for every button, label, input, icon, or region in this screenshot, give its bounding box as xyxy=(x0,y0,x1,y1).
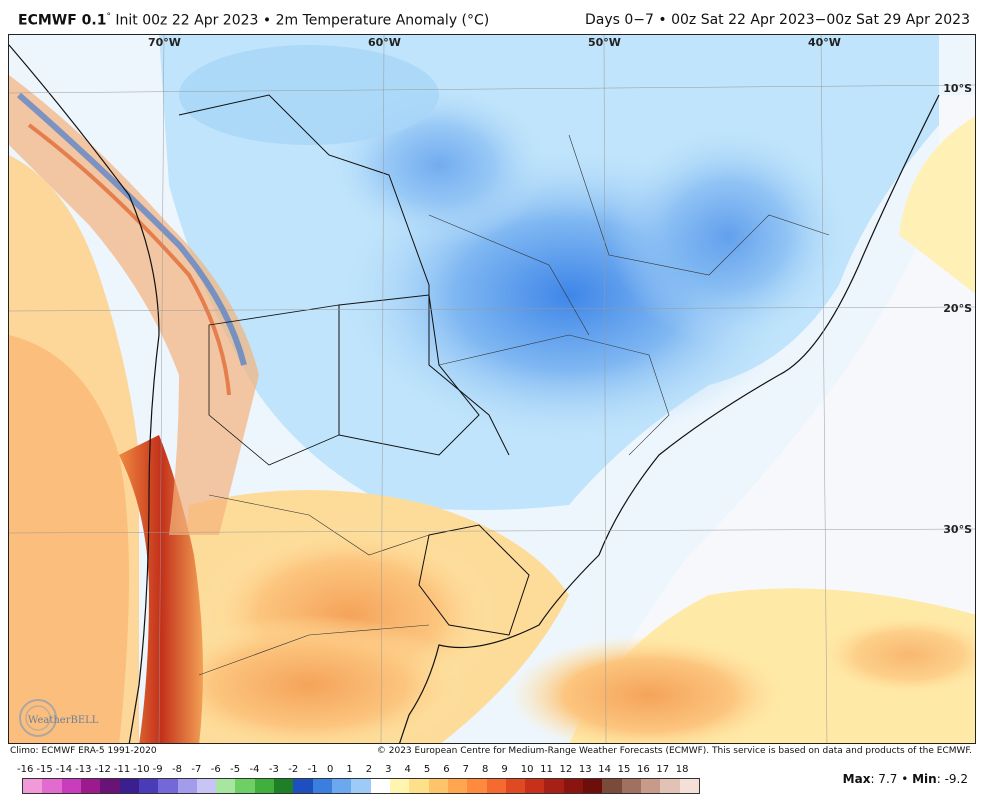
max-value: : 7.7 • xyxy=(870,772,913,786)
colorbar-swatch xyxy=(641,779,661,793)
colorbar-tick-label: -10 xyxy=(133,764,150,775)
colorbar-tick-label: -15 xyxy=(36,764,53,775)
colorbar-tick-label: 11 xyxy=(540,764,553,775)
colorbar-swatch xyxy=(61,779,81,793)
colorbar-swatch xyxy=(679,779,699,793)
max-min-readout: Max: 7.7 • Min: -9.2 xyxy=(843,772,968,786)
colorbar-swatch xyxy=(158,779,178,793)
colorbar-tick-label: 6 xyxy=(443,764,450,775)
colorbar-swatch xyxy=(486,779,506,793)
colorbar-tick-label: 7 xyxy=(462,764,469,775)
colorbar-swatch xyxy=(100,779,120,793)
colorbar-swatch xyxy=(196,779,217,793)
colorbar-tick-label: 18 xyxy=(675,764,689,775)
run-info: Init 00z 22 Apr 2023 • 2m Temperature An… xyxy=(115,12,490,29)
colorbar-swatch xyxy=(274,779,294,793)
colorbar-tick-label: 14 xyxy=(598,764,611,775)
colorbar-tick-label: -8 xyxy=(172,764,182,775)
colorbar-tick-label: 8 xyxy=(482,764,489,775)
colorbar-tick-label: 1 xyxy=(346,764,353,775)
map-canvas xyxy=(9,35,975,743)
colorbar-swatch xyxy=(370,779,390,793)
colorbar-swatch xyxy=(602,779,622,793)
colorbar-swatch xyxy=(42,779,62,793)
colorbar-tick-label: -6 xyxy=(210,764,221,775)
colorbar-swatch xyxy=(23,779,43,793)
colorbar-swatch xyxy=(235,779,255,793)
colorbar-tick-label: -14 xyxy=(55,764,73,775)
colorbar-ticks: -16 -15 -14 -13 -12 -11 -10 -9 -8 -7 -6 -5 -4 -3 -2 -1 0… xyxy=(17,764,700,776)
colorbar-swatch xyxy=(428,779,448,793)
colorbar-swatch xyxy=(177,779,197,793)
colorbar-tick-label: 16 xyxy=(637,764,650,775)
colorbar xyxy=(22,778,700,794)
colorbar-tick-label: -5 xyxy=(230,764,241,775)
lat-label-10s: 10°S xyxy=(943,82,972,95)
colorbar-swatch xyxy=(138,779,159,793)
colorbar-tick-label: 5 xyxy=(423,764,431,775)
model-name: ECMWF 0.1 xyxy=(18,12,107,29)
colorbar-swatch xyxy=(544,779,564,793)
colorbar-tick-label: -4 xyxy=(249,764,260,775)
min-label: Min xyxy=(912,772,937,786)
colorbar-tick-label: -3 xyxy=(268,764,279,775)
colorbar-tick-label: 13 xyxy=(578,764,592,775)
valid-period: Days 0−7 • 00z Sat 22 Apr 2023−00z Sat 2… xyxy=(585,12,970,28)
anomaly-map xyxy=(8,34,976,744)
colorbar-swatch xyxy=(660,779,680,793)
lat-label-30s: 30°S xyxy=(943,523,972,536)
colorbar-tick-label: 17 xyxy=(656,764,670,775)
colorbar-swatch xyxy=(621,779,641,793)
colorbar-swatch xyxy=(389,779,410,793)
colorbar-tick-label: 12 xyxy=(559,764,573,775)
colorbar-tick-label: -7 xyxy=(191,764,202,775)
colorbar-swatch xyxy=(409,779,429,793)
colorbar-swatch xyxy=(216,779,236,793)
lon-label-40w: 40°W xyxy=(808,36,841,49)
weatherbell-logo: WeatherBELL xyxy=(14,696,104,740)
colorbar-tick-label: -16 xyxy=(17,764,34,775)
colorbar-swatch xyxy=(332,779,352,793)
colorbar-swatch xyxy=(293,779,313,793)
colorbar-tick-label: 10 xyxy=(520,764,534,775)
colorbar-tick-label: -9 xyxy=(152,764,163,775)
colorbar-swatch xyxy=(505,779,526,793)
colorbar-swatch xyxy=(583,779,603,793)
copyright-note: © 2023 European Centre for Medium-Range … xyxy=(376,746,972,756)
min-value: : -9.2 xyxy=(936,772,968,786)
colorbar-tick-label: -13 xyxy=(75,764,92,775)
colorbar-tick-label: 15 xyxy=(617,764,631,775)
colorbar-tick-label: -2 xyxy=(288,764,299,775)
colorbar-swatch xyxy=(467,779,487,793)
lon-label-60w: 60°W xyxy=(368,36,401,49)
chart-title: ECMWF 0.1° Init 00z 22 Apr 2023 • 2m Tem… xyxy=(18,12,490,29)
logo-text: WeatherBELL xyxy=(28,715,99,726)
max-label: Max xyxy=(842,772,871,786)
colorbar-swatch xyxy=(254,779,275,793)
colorbar-tick-label: 3 xyxy=(385,764,392,775)
colorbar-tick-label: -11 xyxy=(113,764,131,775)
colorbar-tick-label: 4 xyxy=(404,764,411,775)
lat-label-20s: 20°S xyxy=(943,302,972,315)
colorbar-swatch xyxy=(119,779,139,793)
colorbar-tick-label: 2 xyxy=(365,764,373,775)
lon-label-70w: 70°W xyxy=(148,36,181,49)
colorbar-tick-label: -12 xyxy=(94,764,111,775)
colorbar-swatch xyxy=(80,779,101,793)
colorbar-swatch xyxy=(563,779,584,793)
colorbar-swatch xyxy=(351,779,371,793)
colorbar-tick-label: 0 xyxy=(327,764,334,775)
climo-note: Climo: ECMWF ERA-5 1991-2020 xyxy=(10,746,157,756)
colorbar-tick-label: -1 xyxy=(307,764,318,775)
colorbar-swatch xyxy=(525,779,545,793)
colorbar-swatch xyxy=(312,779,332,793)
colorbar-swatch xyxy=(447,779,468,793)
colorbar-tick-label: 9 xyxy=(501,764,508,775)
lon-label-50w: 50°W xyxy=(588,36,621,49)
